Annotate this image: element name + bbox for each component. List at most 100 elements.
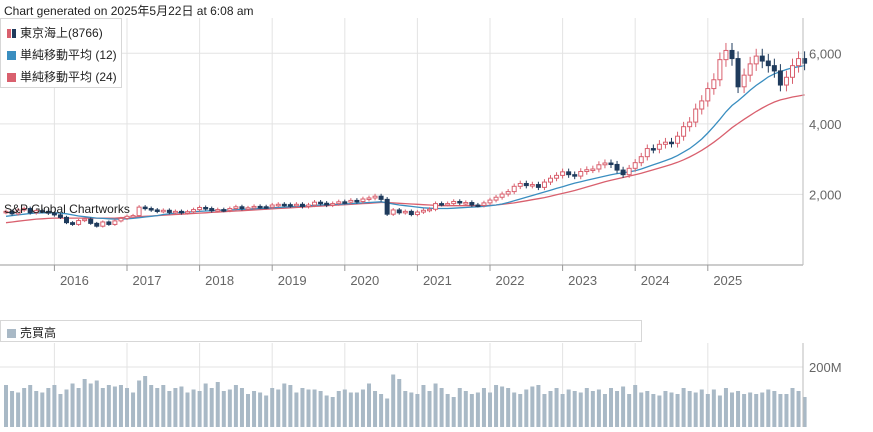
square-icon	[7, 329, 16, 338]
volume-bar	[288, 385, 293, 427]
volume-bar	[469, 394, 474, 427]
volume-series	[4, 374, 807, 427]
volume-bar	[663, 391, 668, 427]
volume-bar	[227, 389, 232, 427]
volume-bar	[772, 391, 777, 427]
candle-body	[287, 204, 293, 207]
candle-body	[330, 203, 336, 206]
volume-bar	[681, 388, 686, 427]
volume-bar	[554, 388, 559, 427]
volume-bar	[596, 389, 601, 427]
candle-body	[118, 217, 124, 222]
volume-bar	[439, 388, 444, 427]
volume-bar	[609, 388, 613, 427]
candle-body	[197, 206, 203, 211]
candle-body	[427, 208, 432, 212]
volume-bar	[621, 386, 626, 427]
volume-bar	[578, 392, 583, 427]
volume-bar	[324, 395, 329, 427]
x-tick-label: 2022	[496, 273, 525, 288]
volume-bar	[348, 392, 353, 427]
volume-bar	[675, 394, 680, 427]
candle-body	[548, 177, 553, 183]
candle-body	[360, 198, 366, 202]
volume-bar	[367, 383, 371, 427]
volume-bar	[106, 385, 111, 427]
volume-bar	[784, 394, 789, 427]
x-tick-label: 2017	[133, 273, 162, 288]
volume-bar	[203, 383, 208, 427]
volume-bar	[252, 391, 257, 427]
candle-body	[15, 209, 21, 215]
volume-bar	[118, 385, 123, 427]
candle-body	[257, 205, 263, 209]
legend-item-stock: 東京海上(8766)	[7, 24, 103, 41]
volume-bar	[167, 391, 172, 427]
volume-bar	[530, 386, 535, 427]
candle-body	[372, 195, 378, 199]
candle-body	[318, 201, 324, 205]
volume-bar	[233, 385, 238, 427]
candle-body	[777, 70, 783, 86]
volume-bar	[566, 389, 571, 427]
volume-bar	[590, 391, 595, 427]
volume-bar	[651, 394, 656, 427]
volume-bar	[796, 391, 801, 427]
candle-body	[705, 88, 711, 102]
volume-bar	[34, 391, 39, 427]
candle-body	[602, 162, 608, 166]
volume-bar	[276, 389, 281, 427]
volume-bar	[354, 392, 359, 427]
volume-bar	[427, 391, 432, 427]
volume-bar	[633, 385, 638, 427]
volume-bar	[294, 392, 299, 427]
volume-bar	[100, 388, 105, 427]
legend-label-sma24: 単純移動平均 (24)	[20, 70, 117, 84]
candle-body	[693, 108, 699, 123]
legend-item-volume: 売買高	[7, 324, 56, 341]
x-tick-label: 2021	[423, 273, 452, 288]
volume-bar	[639, 392, 644, 427]
volume-bar	[155, 388, 160, 427]
candle-body	[560, 171, 566, 176]
volume-bar	[584, 388, 589, 427]
candle-body	[626, 167, 632, 176]
volume-bar	[191, 389, 196, 427]
candle-body	[590, 168, 596, 172]
volume-bar	[197, 391, 202, 427]
candle-body	[669, 141, 674, 145]
candle-body	[148, 208, 154, 211]
candle-body	[566, 171, 572, 176]
candle-body	[783, 76, 789, 86]
candle-body	[70, 222, 76, 225]
candle-body	[614, 163, 620, 171]
volume-bar	[4, 385, 8, 427]
volume-bar	[22, 388, 27, 427]
volume-bar	[76, 388, 81, 427]
volume-bar	[264, 395, 269, 427]
candle-body	[729, 49, 735, 60]
volume-bar	[409, 392, 414, 427]
candle-body	[354, 199, 360, 203]
volume-bar	[318, 391, 323, 427]
volume-bar	[790, 388, 795, 427]
volume-bar	[572, 391, 577, 427]
legend-item-sma24: 単純移動平均 (24)	[7, 68, 117, 85]
volume-bar	[179, 386, 184, 427]
candle-body	[82, 218, 88, 222]
candle-body	[209, 208, 215, 212]
volume-bar	[28, 385, 33, 427]
candle-body	[457, 200, 463, 204]
candle-body	[529, 184, 535, 187]
volume-bar	[717, 395, 722, 427]
volume-bar	[602, 394, 607, 427]
candle-body	[487, 199, 493, 204]
candle-body	[124, 215, 130, 219]
volume-bar	[494, 385, 499, 427]
square-icon	[7, 51, 16, 60]
candle-body	[324, 202, 330, 206]
watermark-text: S&P Global Chartworks	[4, 202, 130, 216]
candle-body	[408, 210, 414, 216]
candle-body	[681, 126, 687, 137]
volume-bar	[736, 391, 741, 427]
